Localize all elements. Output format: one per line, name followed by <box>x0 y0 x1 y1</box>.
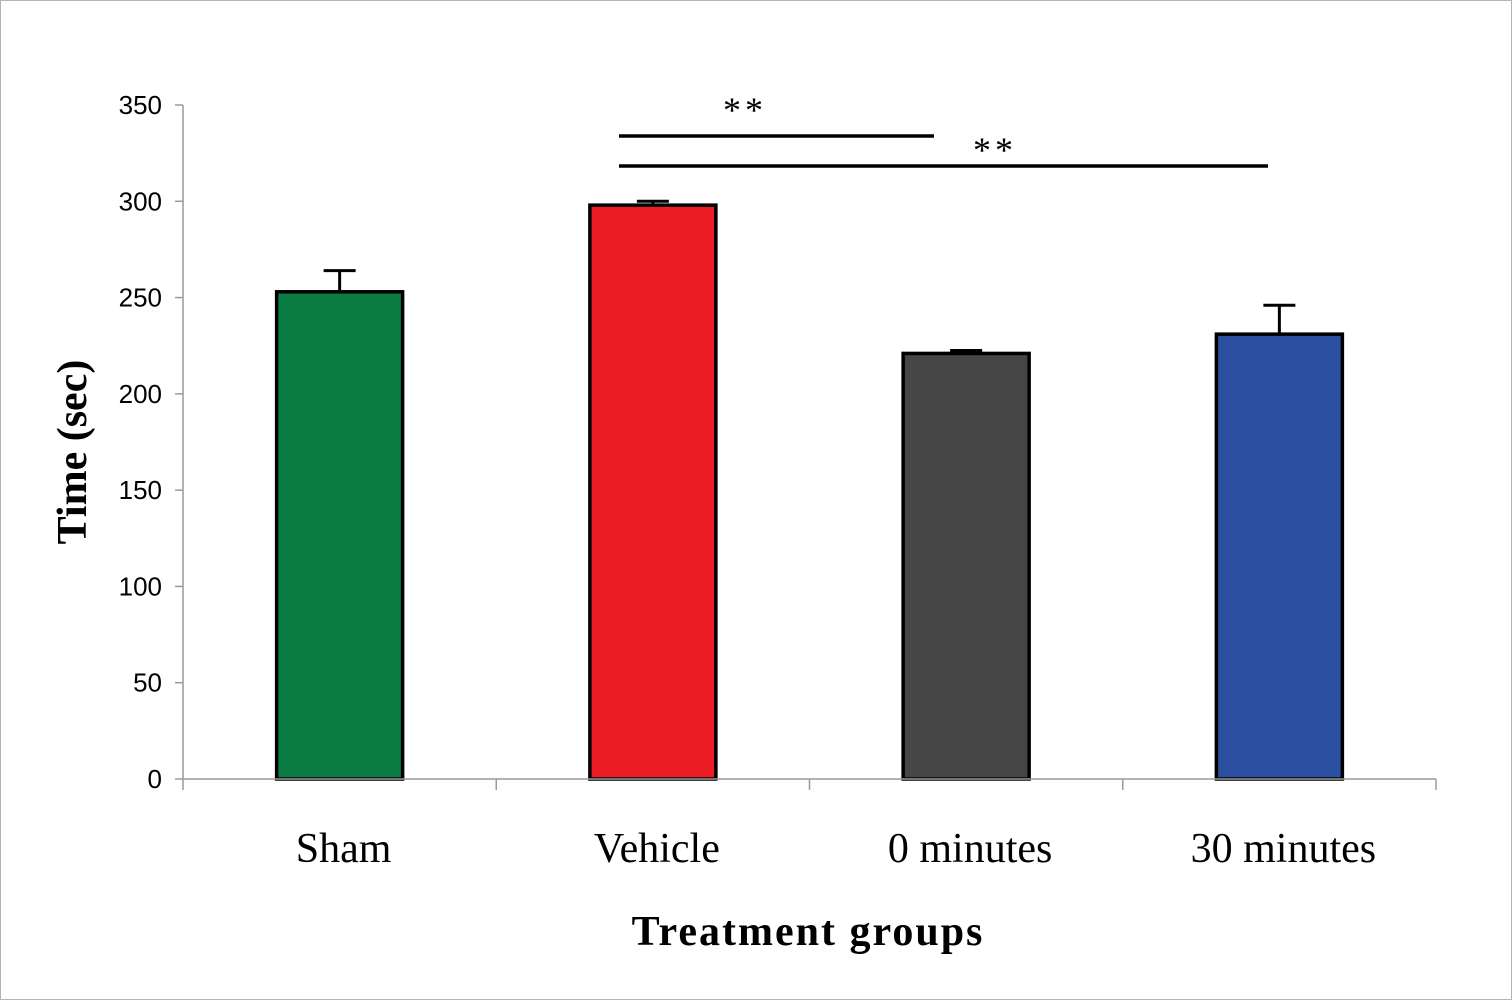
bar-30-minutes <box>1214 332 1345 781</box>
y-axis-title: Time (sec) <box>50 360 96 545</box>
y-tick-label: 250 <box>119 283 162 313</box>
x-axis-title: Treatment groups <box>632 909 985 955</box>
axes-layer <box>175 104 1437 790</box>
bar-sham <box>274 290 405 781</box>
y-tick-label: 350 <box>119 90 162 120</box>
significance-label-0: ** <box>723 90 767 130</box>
x-category-label: 30 minutes <box>1191 826 1377 872</box>
y-tick-label: 0 <box>148 764 162 794</box>
bar-0-minutes <box>901 351 1031 781</box>
y-tick-label: 50 <box>133 668 162 698</box>
x-category-label: 0 minutes <box>888 826 1053 872</box>
x-category-label: Vehicle <box>594 826 720 872</box>
significance-annotations: ** ** <box>619 90 1268 170</box>
bar-vehicle <box>588 203 718 781</box>
labels-layer: 0 50 100 150 200 250 300 350 Sham Vehicle 0 minute… <box>119 90 1377 872</box>
x-category-label: Sham <box>296 826 392 872</box>
y-tick-label: 150 <box>119 475 162 505</box>
bars-layer <box>274 199 1345 781</box>
significance-label-1: ** <box>973 130 1017 170</box>
y-tick-label: 100 <box>119 571 162 601</box>
y-tick-label: 300 <box>119 186 162 216</box>
y-tick-label: 200 <box>119 379 162 409</box>
